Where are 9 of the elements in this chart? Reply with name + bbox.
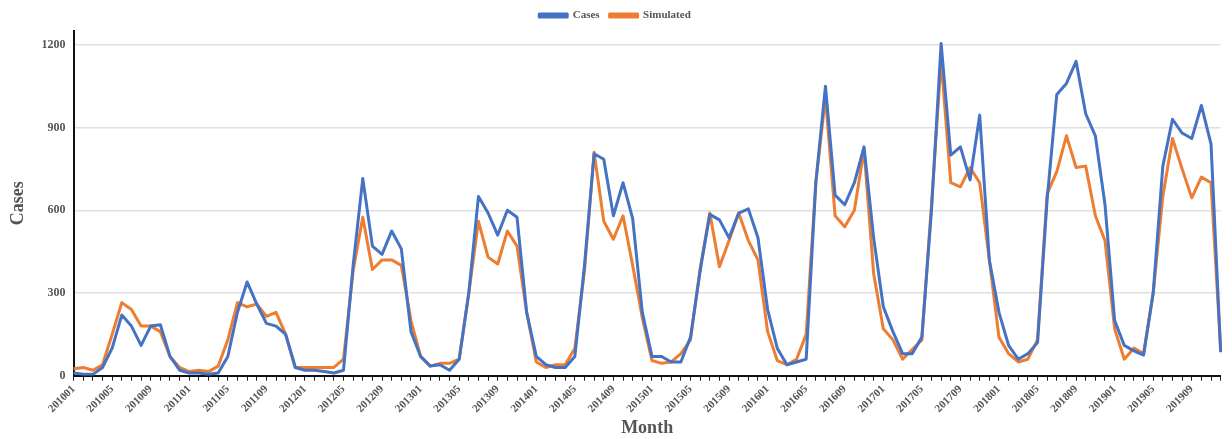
y-axis-title: Cases bbox=[7, 181, 28, 226]
y-tick-label: 900 bbox=[47, 119, 66, 134]
legend-label: Cases bbox=[572, 8, 601, 21]
legend-label: Simulated bbox=[643, 8, 691, 21]
y-tick-label: 300 bbox=[47, 285, 66, 300]
x-axis-title: Month bbox=[621, 416, 674, 437]
y-tick-label: 600 bbox=[47, 202, 66, 217]
y-tick-label: 0 bbox=[59, 367, 66, 382]
y-tick-label: 1200 bbox=[41, 36, 66, 51]
